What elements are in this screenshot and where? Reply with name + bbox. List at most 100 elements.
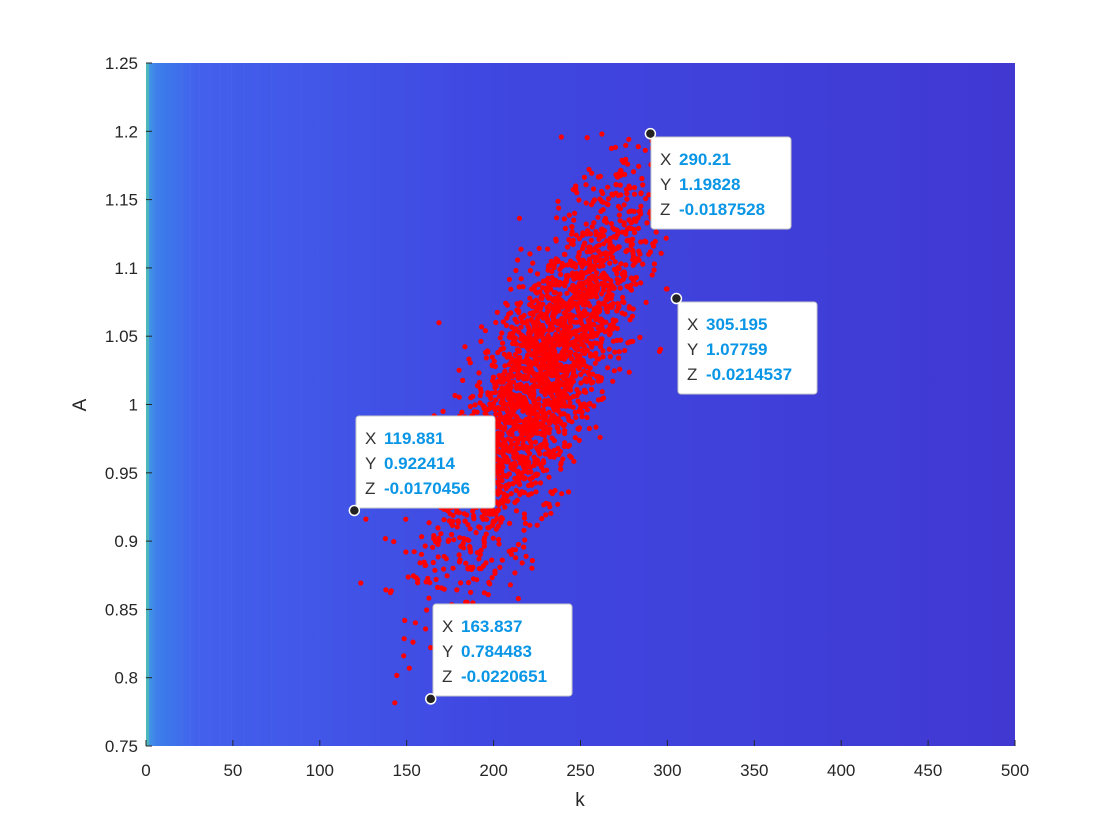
scatter-point [541,433,548,439]
scatter-point [548,391,554,397]
scatter-point [567,298,574,304]
scatter-point [588,237,594,243]
scatter-point [550,320,556,326]
scatter-point [435,584,441,591]
datatip-marker[interactable] [644,127,657,140]
scatter-point [612,246,619,252]
datatip-key: X [442,617,453,636]
scatter-point [433,576,439,583]
datatip-marker[interactable] [424,693,437,705]
scatter-point [480,563,487,569]
scatter-point [495,448,502,454]
scatter-point [616,355,622,361]
scatter-point [633,281,639,287]
scatter-point [508,335,514,341]
scatter-point [604,255,610,261]
scatter-point [493,319,499,326]
scatter-point [589,170,595,176]
datatip[interactable]: X 163.837 Y 0.784483 Z -0.0220651 [424,603,573,705]
scatter-point [382,536,388,542]
scatter-point [505,498,511,504]
scatter-point [569,419,575,425]
scatter-point [604,219,610,225]
scatter-point [639,175,645,182]
scatter-point [604,238,610,244]
scatter-point [542,401,549,407]
scatter-point [451,537,457,543]
x-tick-label: 500 [1001,761,1029,780]
scatter-point [492,381,498,387]
scatter-point [563,348,569,354]
scatter-point [564,244,571,250]
scatter-point [530,352,536,358]
scatter-point [527,268,534,274]
scatter-point [441,517,447,523]
scatter-point [472,402,478,408]
scatter-point [638,280,644,286]
scatter-point [538,430,544,436]
scatter-point [599,389,605,395]
scatter-point [444,573,450,579]
datatip[interactable]: X 290.21 Y 1.19828 Z -0.0187528 [644,127,792,230]
scatter-point [436,320,442,326]
scatter-point [538,305,544,311]
scatter-point [468,549,474,555]
scatter-point [454,524,460,530]
scatter-point [611,324,617,330]
datatip-marker[interactable] [670,292,683,305]
scatter-point [530,319,536,326]
scatter-point [539,295,545,302]
datatip-key: Y [660,175,671,194]
scatter-point [544,277,550,283]
scatter-point [568,365,574,371]
scatter-point [556,400,562,406]
scatter-point [421,559,427,565]
scatter-point [594,270,600,276]
scatter-point [468,589,474,595]
scatter-point [546,474,552,480]
scatter-point [518,342,524,348]
datatip-box [432,603,573,697]
scatter-point [651,261,658,267]
scatter-point [569,229,575,235]
scatter-point [649,272,655,278]
scatter-point [583,221,589,227]
datatip-key: Y [442,642,453,661]
scatter-point [555,295,561,301]
datatip[interactable]: X 119.881 Y 0.922414 Z -0.0170456 [348,415,496,517]
scatter-point [658,250,664,256]
scatter-point [566,380,572,386]
datatip[interactable]: X 305.195 Y 1.07759 Z -0.0214537 [670,292,818,395]
scatter-point [555,501,561,507]
scatter-point [545,264,552,270]
scatter-point [588,294,595,300]
scatter-point [506,448,512,454]
scatter-point [455,519,461,525]
scatter-point [425,575,431,582]
datatip-marker[interactable] [348,504,361,517]
scatter-point [423,626,429,632]
datatip-value: 290.21 [679,150,731,169]
scatter-point [651,267,657,273]
scatter-point [558,411,564,417]
scatter-point [470,508,476,514]
scatter-point [580,230,586,236]
scatter-point [482,511,488,517]
scatter-point [485,592,491,598]
scatter-point [493,411,499,417]
scatter-point [529,557,536,564]
scatter-point [609,304,615,310]
scatter-point [556,380,562,386]
scatter-point [511,454,517,460]
scatter-point [544,388,550,394]
scatter-point [590,371,596,377]
scatter-point [554,318,561,324]
scatter-point [530,474,536,481]
scatter-point [452,392,458,399]
scatter-point [630,169,637,175]
scatter-point [521,489,527,496]
scatter-point [516,215,523,221]
scatter-point [539,516,545,522]
scatter-point [576,257,583,263]
